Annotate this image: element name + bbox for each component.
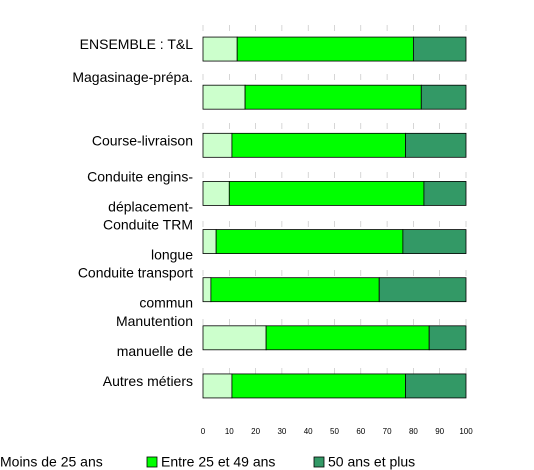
x-tick-label: 40 [304, 427, 313, 436]
bar-segment [210, 277, 380, 303]
bar-segment [231, 373, 406, 399]
category-line: Conduite transport [78, 264, 193, 280]
bar-segment [423, 181, 467, 206]
bar-segment [202, 325, 267, 351]
x-tick-label: 20 [251, 427, 260, 436]
bar-segment [405, 373, 467, 399]
category-label: Autres métiers [103, 373, 193, 389]
legend-label: Entre 25 et 49 ans [161, 454, 275, 470]
x-tick-label: 90 [435, 427, 444, 436]
category-label: ENSEMBLE : T&L [80, 36, 194, 52]
x-tick-label: 100 [459, 427, 473, 436]
x-tick-label: 10 [225, 427, 234, 436]
bar-segment [231, 132, 406, 158]
bar-segment [202, 181, 230, 206]
bar-segment [236, 36, 414, 62]
bar-segment [202, 229, 217, 254]
x-tick-label: 50 [330, 427, 339, 436]
x-tick-label: 70 [383, 427, 392, 436]
bar-segment [215, 229, 404, 254]
bar-segment [402, 229, 467, 254]
category-line: Conduite engins- [87, 168, 193, 184]
bar-segment [244, 84, 422, 110]
category-line: Course-livraison [92, 132, 193, 148]
category-label: Manutention manuelle de [116, 313, 193, 359]
category-label: Magasinage-prépa. [72, 69, 193, 85]
category-line: Magasinage-prépa. [72, 69, 193, 85]
category-line: Conduite TRM [103, 216, 193, 232]
bar-segment [202, 84, 246, 110]
category-label: Conduite engins-déplacement- [87, 168, 193, 214]
bar-segment [202, 277, 212, 303]
x-tick-label: 0 [201, 427, 206, 436]
bar-segment [202, 373, 233, 399]
category-line: manuelle de [117, 343, 193, 359]
bar-segment [202, 36, 238, 62]
legend-label: Moins de 25 ans [0, 454, 103, 470]
bar-segment [420, 84, 467, 110]
category-line: déplacement- [108, 198, 193, 214]
bar-segment [378, 277, 467, 303]
bar-segment [428, 325, 467, 351]
category-label: Course-livraison [92, 132, 193, 148]
x-tick-label: 30 [277, 427, 286, 436]
category-line: commun [139, 294, 193, 310]
category-label: Conduite TRM longue [103, 216, 193, 262]
x-tick-label: 80 [409, 427, 418, 436]
x-tick-label: 60 [356, 427, 365, 436]
category-line: Manutention [116, 313, 193, 329]
bar-segment [405, 132, 467, 158]
category-line: Autres métiers [103, 373, 193, 389]
bar-segment [202, 132, 233, 158]
legend-label: 50 ans et plus [328, 454, 415, 470]
category-line: longue [151, 246, 193, 262]
category-line: ENSEMBLE : T&L [80, 36, 194, 52]
legend-swatch [146, 456, 158, 468]
category-label: Conduite transport commun [78, 264, 193, 310]
bar-segment [228, 181, 425, 206]
legend-swatch [313, 456, 325, 468]
bar-segment [265, 325, 430, 351]
bar-segment [412, 36, 467, 62]
